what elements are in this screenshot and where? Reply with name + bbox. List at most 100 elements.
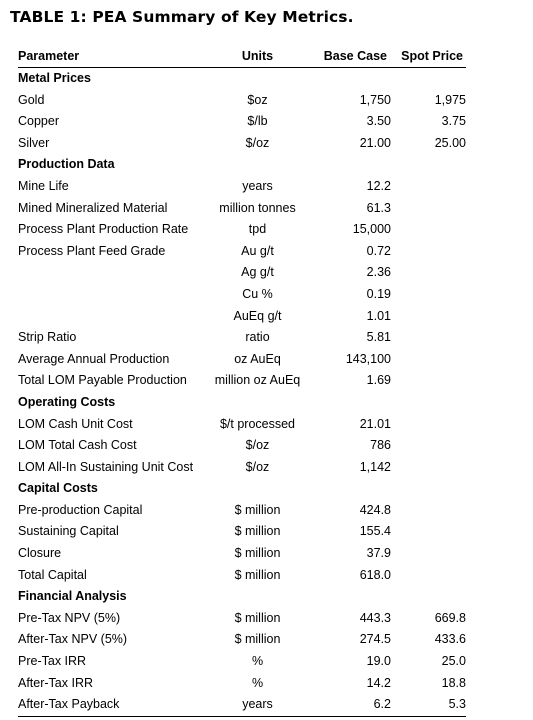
units-cell: $oz bbox=[247, 92, 268, 107]
parameter-cell: Closure bbox=[18, 546, 62, 561]
parameter-cell: Total LOM Payable Production bbox=[18, 373, 187, 388]
parameter-cell bbox=[18, 262, 211, 284]
spot-price-cell bbox=[391, 306, 466, 328]
base-case-cell: 3.50 bbox=[366, 114, 391, 129]
table-row: Average Annual Production oz AuEq 143,100 bbox=[18, 349, 466, 371]
units-cell: $/oz bbox=[245, 135, 270, 150]
spot-price-cell bbox=[391, 457, 466, 479]
table-row: Silver $/oz 21.00 25.00 bbox=[18, 133, 466, 155]
table-row: Cu % 0.19 bbox=[18, 284, 466, 306]
parameter-cell: Pre-Tax NPV (5%) bbox=[18, 610, 121, 625]
units-cell: AuEq g/t bbox=[233, 308, 282, 323]
units-cell: % bbox=[251, 675, 264, 690]
units-cell: $ million bbox=[234, 610, 281, 625]
spot-price-cell bbox=[391, 176, 466, 198]
table-row: Pre-production Capital $ million 424.8 bbox=[18, 500, 466, 522]
base-case-cell: 61.3 bbox=[366, 200, 391, 215]
column-header-spot-price: Spot Price bbox=[391, 46, 466, 68]
section-header-row: Metal Prices bbox=[18, 68, 466, 90]
base-case-cell: 443.3 bbox=[359, 610, 391, 625]
base-case-cell: 21.00 bbox=[359, 135, 391, 150]
units-cell: million tonnes bbox=[219, 200, 296, 215]
units-cell: oz AuEq bbox=[234, 351, 281, 366]
parameter-cell: Average Annual Production bbox=[18, 351, 170, 366]
base-case-cell: 21.01 bbox=[359, 416, 391, 431]
base-case-cell: 12.2 bbox=[366, 178, 391, 193]
table-row: Mined Mineralized Material million tonnes… bbox=[18, 198, 466, 220]
table-row: Pre-Tax NPV (5%) $ million 443.3 669.8 bbox=[18, 608, 466, 630]
base-case-cell: 0.19 bbox=[366, 286, 391, 301]
units-cell: Au g/t bbox=[241, 243, 274, 258]
parameter-cell: Silver bbox=[18, 135, 50, 150]
units-cell: Ag g/t bbox=[241, 265, 274, 280]
base-case-cell: 19.0 bbox=[366, 654, 391, 669]
spot-price-cell bbox=[391, 435, 466, 457]
base-case-cell: 5.81 bbox=[366, 330, 391, 345]
parameter-cell: Total Capital bbox=[18, 567, 87, 582]
section-title: Capital Costs bbox=[18, 481, 98, 496]
base-case-cell: 618.0 bbox=[359, 567, 391, 582]
table-row: Ag g/t 2.36 bbox=[18, 262, 466, 284]
parameter-cell: Process Plant Feed Grade bbox=[18, 243, 166, 258]
parameter-cell: After-Tax NPV (5%) bbox=[18, 632, 128, 647]
parameter-cell: Pre-production Capital bbox=[18, 502, 143, 517]
parameter-cell: Gold bbox=[18, 92, 45, 107]
section-title: Metal Prices bbox=[18, 71, 91, 85]
table-row: LOM All-In Sustaining Unit Cost $/oz 1,142 bbox=[18, 457, 466, 479]
units-cell: $/lb bbox=[247, 114, 268, 129]
base-case-cell: 1,750 bbox=[359, 92, 391, 107]
parameter-cell bbox=[18, 306, 211, 328]
base-case-cell: 786 bbox=[370, 438, 391, 453]
units-cell: $/oz bbox=[245, 459, 270, 474]
spot-price-cell: 433.6 bbox=[434, 632, 466, 647]
spot-price-cell: 25.0 bbox=[441, 654, 466, 669]
units-cell: % bbox=[251, 654, 264, 669]
spot-price-cell bbox=[391, 241, 466, 263]
parameter-cell: LOM Cash Unit Cost bbox=[18, 416, 133, 431]
spot-price-cell bbox=[391, 500, 466, 522]
spot-price-cell bbox=[391, 565, 466, 587]
table-row: Process Plant Feed Grade Au g/t 0.72 bbox=[18, 241, 466, 263]
table-row: Pre-Tax IRR% 19.0 25.0 bbox=[18, 651, 466, 673]
table-row: LOM Total Cash Cost $/oz 786 bbox=[18, 435, 466, 457]
spot-price-cell: 18.8 bbox=[441, 675, 466, 690]
section-header-row: Production Data bbox=[18, 154, 466, 176]
spot-price-cell bbox=[391, 198, 466, 220]
table-row: Closure $ million 37.9 bbox=[18, 543, 466, 565]
table-header-row: Parameter Units Base Case Spot Price bbox=[18, 46, 466, 68]
spot-price-cell: 25.00 bbox=[434, 135, 466, 150]
parameter-cell: Copper bbox=[18, 114, 59, 129]
units-cell: years bbox=[242, 178, 273, 193]
spot-price-cell bbox=[391, 349, 466, 371]
parameter-cell: Sustaining Capital bbox=[18, 524, 119, 539]
table-row: After-Tax Payback years 6.2 5.3 bbox=[18, 694, 466, 717]
section-header-row: Operating Costs bbox=[18, 392, 466, 414]
base-case-cell: 37.9 bbox=[366, 546, 391, 561]
spot-price-cell bbox=[391, 370, 466, 392]
table-row: After-Tax NPV (5%) $ million 274.5 433.6 bbox=[18, 629, 466, 651]
spot-price-cell bbox=[391, 219, 466, 241]
parameter-cell: LOM All-In Sustaining Unit Cost bbox=[18, 459, 194, 474]
base-case-cell: 6.2 bbox=[304, 694, 391, 717]
table-row: Gold $oz 1,750 1,975 bbox=[18, 90, 466, 112]
spot-price-cell: 3.75 bbox=[441, 114, 466, 129]
metrics-table: Parameter Units Base Case Spot Price Met… bbox=[18, 46, 466, 717]
spot-price-cell bbox=[391, 543, 466, 565]
parameter-cell bbox=[18, 284, 211, 306]
units-cell: $ million bbox=[234, 632, 281, 647]
spot-price-cell: 1,975 bbox=[434, 92, 466, 107]
base-case-cell: 1,142 bbox=[359, 459, 391, 474]
units-cell: $ million bbox=[234, 502, 281, 517]
units-cell: million oz AuEq bbox=[214, 373, 301, 388]
table-row: Total LOM Payable Production million oz A… bbox=[18, 370, 466, 392]
table-row: Process Plant Production Rate tpd 15,000 bbox=[18, 219, 466, 241]
units-cell: $ million bbox=[234, 546, 281, 561]
spot-price-cell bbox=[391, 284, 466, 306]
parameter-cell: LOM Total Cash Cost bbox=[18, 438, 137, 453]
base-case-cell: 274.5 bbox=[359, 632, 391, 647]
units-cell: $ million bbox=[234, 524, 281, 539]
base-case-cell: 0.72 bbox=[366, 243, 391, 258]
column-header-parameter: Parameter bbox=[18, 46, 211, 68]
base-case-cell: 1.01 bbox=[366, 308, 391, 323]
section-header-row: Financial Analysis bbox=[18, 586, 466, 608]
